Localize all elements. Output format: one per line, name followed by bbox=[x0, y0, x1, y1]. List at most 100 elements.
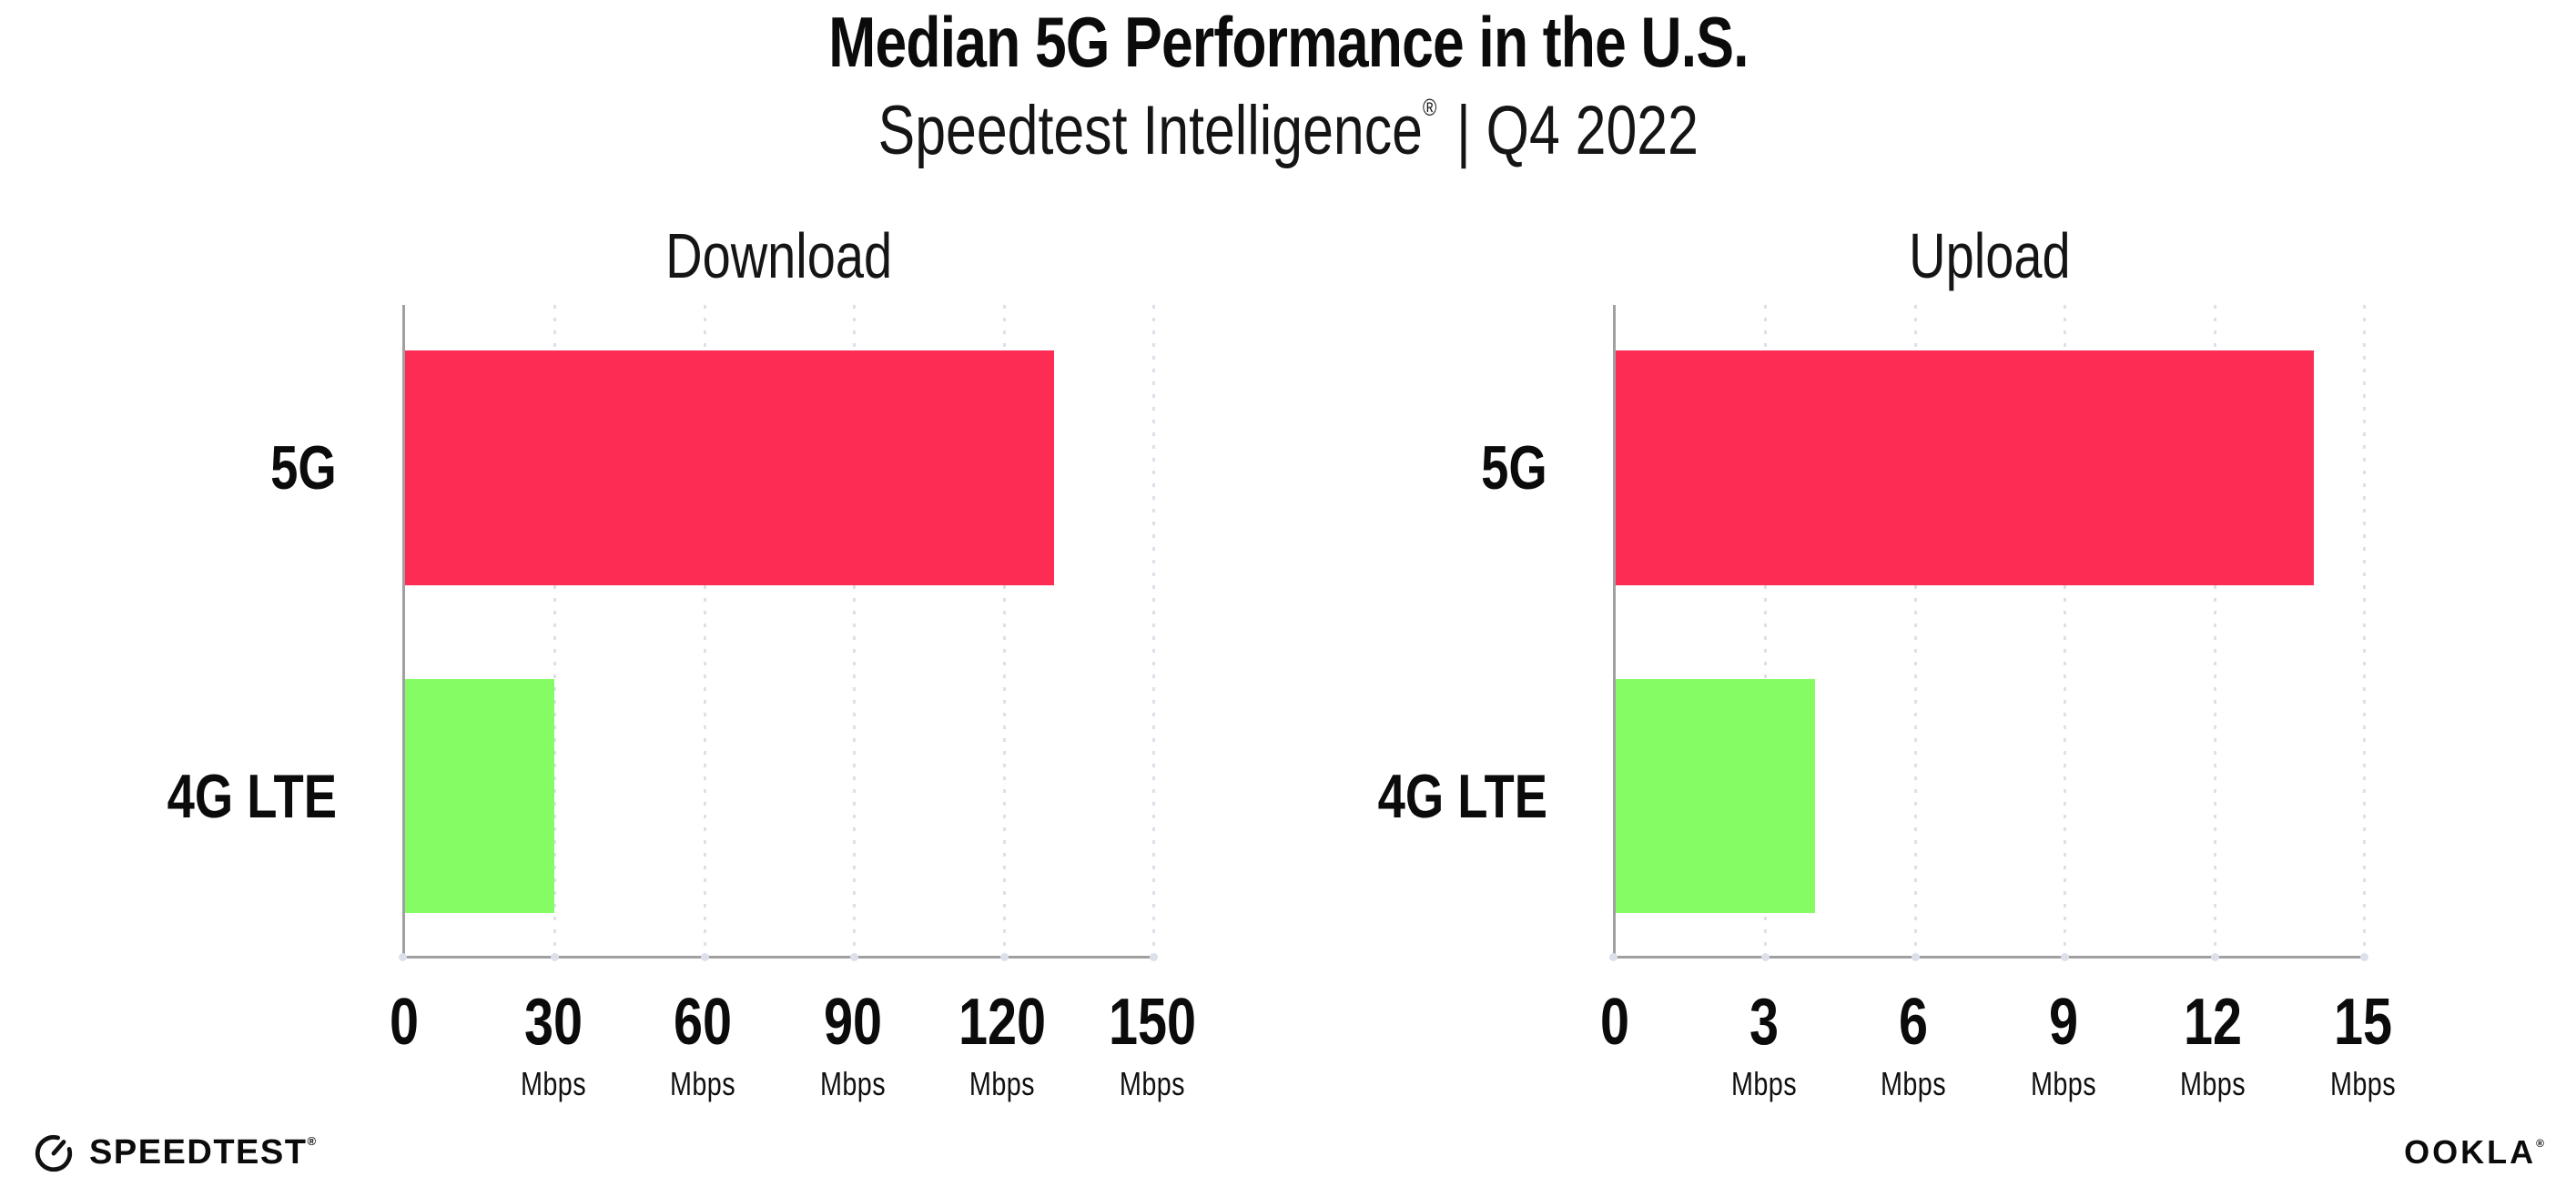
download-tick-0: 0 bbox=[385, 989, 421, 1055]
download-bar-5g bbox=[405, 350, 1054, 585]
download-axis-dot-150 bbox=[1150, 953, 1159, 961]
download-tick-value-60: 60 bbox=[662, 989, 744, 1055]
upload-chart-title: Upload bbox=[1909, 220, 2071, 291]
tick-unit-text: Mbps bbox=[670, 1065, 736, 1102]
upload-category-label-4g-lte: 4G LTE bbox=[1092, 766, 1547, 827]
download-chart-title: Download bbox=[665, 220, 893, 291]
download-gridline-120 bbox=[1002, 305, 1006, 956]
download-tick-value-150: 150 bbox=[1098, 989, 1207, 1055]
speedtest-wordmark: SPEEDTEST® bbox=[89, 1133, 318, 1172]
tick-value-text: 60 bbox=[674, 986, 733, 1059]
upload-gridline-3 bbox=[1764, 305, 1768, 956]
download-axis-dot-60 bbox=[700, 953, 709, 961]
upload-gridline-12 bbox=[2213, 305, 2216, 956]
subtitle-period: | Q4 2022 bbox=[1440, 92, 1699, 169]
upload-tick-value-0: 0 bbox=[1596, 989, 1632, 1055]
upload-tick-value-3: 3 bbox=[1723, 989, 1805, 1055]
upload-tick-unit-9: Mbps bbox=[2023, 1068, 2104, 1101]
download-gridline-60 bbox=[703, 305, 706, 956]
upload-tick-0: 0 bbox=[1596, 989, 1632, 1055]
download-tick-value-0: 0 bbox=[385, 989, 421, 1055]
figure-title: Median 5G Performance in the U.S. bbox=[0, 5, 2576, 80]
download-tick-value-30: 30 bbox=[512, 989, 594, 1055]
download-axis-dot-120 bbox=[999, 953, 1009, 961]
upload-axis-dot-0 bbox=[1609, 953, 1618, 961]
category-label-text: 5G bbox=[270, 433, 337, 502]
download-category-label-4g-lte: 4G LTE bbox=[0, 766, 337, 827]
upload-tick-value-15: 15 bbox=[2322, 989, 2404, 1055]
category-label-text: 4G LTE bbox=[167, 761, 337, 831]
tick-value-text: 6 bbox=[1899, 986, 1929, 1059]
category-label-text: 5G bbox=[1481, 433, 1547, 502]
figure-title-text: Median 5G Performance in the U.S. bbox=[827, 2, 1749, 82]
upload-tick-15: 15 Mbps bbox=[2322, 989, 2404, 1101]
tick-unit-text: Mbps bbox=[2030, 1065, 2096, 1102]
upload-plot-area bbox=[1609, 305, 2369, 961]
tick-unit-text: Mbps bbox=[2180, 1065, 2246, 1102]
upload-gridline-6 bbox=[1913, 305, 1917, 956]
tick-unit-text: Mbps bbox=[1730, 1065, 1797, 1102]
upload-tick-unit-12: Mbps bbox=[2172, 1068, 2254, 1101]
tick-value-text: 15 bbox=[2333, 986, 2392, 1059]
upload-axis-dot-12 bbox=[2210, 953, 2219, 961]
upload-category-label-5g: 5G bbox=[1092, 437, 1547, 499]
tick-value-text: 3 bbox=[1749, 986, 1779, 1059]
download-axis-dot-90 bbox=[850, 953, 859, 961]
category-label-text: 4G LTE bbox=[1377, 761, 1547, 831]
download-tick-90: 90 Mbps bbox=[812, 989, 894, 1101]
upload-axis-dot-15 bbox=[2360, 953, 2369, 961]
download-gridline-150 bbox=[1152, 305, 1156, 956]
subtitle-brand: Speedtest Intelligence bbox=[877, 92, 1423, 169]
tick-value-text: 0 bbox=[1599, 986, 1629, 1059]
download-tick-unit-150: Mbps bbox=[1098, 1068, 1207, 1101]
upload-tick-unit-3: Mbps bbox=[1723, 1068, 1805, 1101]
tick-unit-text: Mbps bbox=[520, 1065, 586, 1102]
download-bar-4g-lte bbox=[405, 679, 555, 913]
download-gridline-30 bbox=[553, 305, 557, 956]
download-axis-dot-30 bbox=[551, 953, 560, 961]
upload-tick-12: 12 Mbps bbox=[2172, 989, 2254, 1101]
upload-axis-dot-9 bbox=[2061, 953, 2070, 961]
upload-tick-unit-15: Mbps bbox=[2322, 1068, 2404, 1101]
figure-subtitle-text: Speedtest Intelligence® | Q4 2022 bbox=[877, 95, 1698, 167]
upload-tick-6: 6 Mbps bbox=[1872, 989, 1954, 1101]
tick-unit-text: Mbps bbox=[819, 1065, 886, 1102]
tick-value-text: 150 bbox=[1108, 986, 1196, 1059]
download-category-label-5g: 5G bbox=[0, 437, 337, 499]
upload-bar-5g bbox=[1616, 350, 2315, 585]
tick-unit-text: Mbps bbox=[969, 1065, 1036, 1102]
upload-tick-unit-6: Mbps bbox=[1872, 1068, 1954, 1101]
tick-unit-text: Mbps bbox=[1881, 1065, 1947, 1102]
upload-tick-9: 9 Mbps bbox=[2023, 989, 2104, 1101]
upload-tick-value-9: 9 bbox=[2023, 989, 2104, 1055]
download-tick-unit-120: Mbps bbox=[948, 1068, 1057, 1101]
download-plot-area bbox=[399, 305, 1159, 961]
tick-unit-text: Mbps bbox=[1119, 1065, 1185, 1102]
download-gridline-90 bbox=[853, 305, 857, 956]
speedtest-logo: SPEEDTEST® bbox=[31, 1127, 318, 1178]
figure-subtitle: Speedtest Intelligence® | Q4 2022 bbox=[0, 95, 2576, 167]
tick-unit-text: Mbps bbox=[2329, 1065, 2396, 1102]
download-tick-value-90: 90 bbox=[812, 989, 894, 1055]
upload-bar-4g-lte bbox=[1616, 679, 1816, 913]
download-tick-unit-60: Mbps bbox=[662, 1068, 744, 1101]
ookla-logo: OOKLA® bbox=[2404, 1136, 2547, 1169]
tick-value-text: 90 bbox=[823, 986, 882, 1059]
upload-axis-dot-3 bbox=[1761, 953, 1770, 961]
download-tick-150: 150 Mbps bbox=[1098, 989, 1207, 1101]
ookla-wordmark: OOKLA® bbox=[2404, 1133, 2547, 1171]
upload-tick-3: 3 Mbps bbox=[1723, 989, 1805, 1101]
ookla-regmark-icon: ® bbox=[2536, 1137, 2547, 1150]
download-tick-30: 30 Mbps bbox=[512, 989, 594, 1101]
upload-axis-dot-6 bbox=[1911, 953, 1920, 961]
tick-value-text: 120 bbox=[958, 986, 1047, 1059]
tick-value-text: 0 bbox=[389, 986, 419, 1059]
download-tick-unit-90: Mbps bbox=[812, 1068, 894, 1101]
upload-tick-value-12: 12 bbox=[2172, 989, 2254, 1055]
tick-value-text: 30 bbox=[523, 986, 583, 1059]
registered-trademark-icon: ® bbox=[1422, 94, 1436, 121]
upload-gridline-15 bbox=[2363, 305, 2367, 956]
download-tick-60: 60 Mbps bbox=[662, 989, 744, 1101]
upload-gridline-9 bbox=[2064, 305, 2067, 956]
tick-value-text: 12 bbox=[2184, 986, 2243, 1059]
